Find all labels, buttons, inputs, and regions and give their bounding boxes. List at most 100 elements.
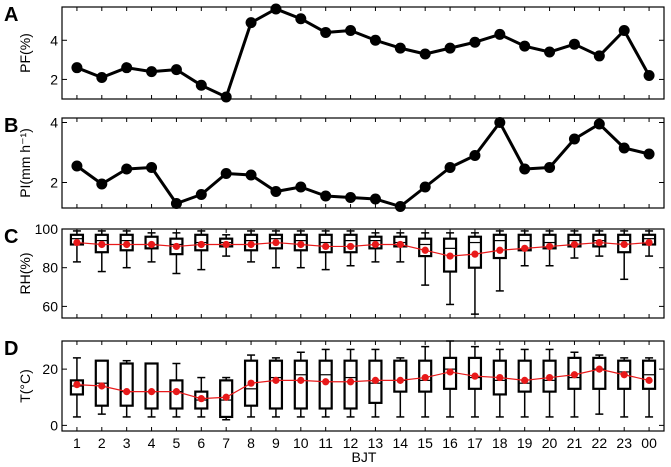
mean-point xyxy=(371,240,380,249)
y-axis-label: PI(mm h⁻¹) xyxy=(17,128,33,198)
data-point xyxy=(320,190,332,202)
data-point xyxy=(369,193,381,205)
data-point xyxy=(195,189,207,200)
data-point xyxy=(245,17,257,29)
mean-point xyxy=(172,388,181,396)
data-point xyxy=(96,178,108,190)
data-point xyxy=(295,181,307,193)
panel-B: BPI(mm h⁻¹) 2 4 xyxy=(4,115,665,212)
mean-point xyxy=(595,365,603,373)
x-axis-label: BJT xyxy=(352,449,377,465)
x-tick-label: 2 xyxy=(98,435,106,451)
mean-point xyxy=(322,378,330,386)
series-line xyxy=(76,121,650,208)
x-tick-label: 00 xyxy=(641,435,657,451)
data-point xyxy=(519,163,531,175)
mean-point xyxy=(521,244,529,252)
y-tick-label: 4 xyxy=(50,32,58,48)
mean-point xyxy=(147,240,156,249)
mean-point xyxy=(272,238,280,247)
data-point xyxy=(270,3,282,15)
mean-point xyxy=(446,252,454,260)
mean-point xyxy=(73,238,81,247)
box-11 xyxy=(318,230,333,271)
x-tick-label: 1 xyxy=(73,435,81,451)
mean-point xyxy=(272,376,280,384)
x-tick-label: 9 xyxy=(272,435,280,451)
panel-A: A PF(%) 2 4 xyxy=(4,3,665,103)
panel-C: C RH(%) 60 80 100 xyxy=(4,221,665,319)
data-point xyxy=(146,66,158,78)
mean-point xyxy=(496,246,504,254)
box-1 xyxy=(69,230,85,263)
series-line xyxy=(76,7,651,99)
data-point xyxy=(544,162,556,173)
x-tick-label: 20 xyxy=(542,435,558,451)
y-tick-label: 60 xyxy=(42,298,58,314)
data-point xyxy=(544,46,556,58)
mean-point xyxy=(172,242,181,251)
data-point xyxy=(170,64,182,76)
box-23 xyxy=(617,230,632,281)
box-16 xyxy=(442,340,458,418)
box-18 xyxy=(492,348,507,418)
mean-point xyxy=(645,376,653,384)
panel-label: D xyxy=(4,338,18,360)
box-6 xyxy=(194,376,209,418)
box-21 xyxy=(567,351,582,418)
data-point xyxy=(593,50,605,62)
data-point xyxy=(195,79,207,91)
box-6 xyxy=(194,230,209,271)
mean-point xyxy=(147,388,156,396)
data-point xyxy=(568,133,580,145)
y-axis-label: T(°C) xyxy=(17,369,33,403)
data-point xyxy=(121,62,133,74)
y-tick-label: 100 xyxy=(35,221,59,237)
mean-point xyxy=(98,382,106,390)
data-point xyxy=(71,160,83,172)
mean-point xyxy=(222,393,230,401)
x-tick-label: 15 xyxy=(417,435,433,451)
mean-point xyxy=(346,242,355,251)
mean-point xyxy=(371,376,380,384)
data-point xyxy=(170,198,182,209)
mean-point xyxy=(545,242,554,251)
data-point xyxy=(444,162,456,173)
x-tick-label: 3 xyxy=(123,435,131,451)
x-tick-label: 22 xyxy=(592,435,608,451)
x-tick-label: 7 xyxy=(222,435,230,451)
box-23 xyxy=(617,357,632,418)
mean-point xyxy=(595,238,603,247)
y-tick-label: 2 xyxy=(50,71,58,87)
data-point xyxy=(345,24,357,36)
data-point xyxy=(643,70,655,82)
x-tick-label: 10 xyxy=(293,435,309,451)
box-2 xyxy=(94,230,109,273)
data-point xyxy=(121,163,133,175)
mean-point xyxy=(297,240,305,249)
data-point xyxy=(618,24,630,36)
x-tick-label: 21 xyxy=(567,435,583,451)
data-point xyxy=(146,162,158,173)
box-5 xyxy=(169,232,184,275)
data-point xyxy=(593,118,605,130)
mean-point xyxy=(297,376,305,384)
mean-point xyxy=(346,378,355,386)
data-point xyxy=(444,42,456,54)
x-tick-label: 11 xyxy=(318,435,333,451)
data-point xyxy=(245,169,257,181)
iqr-box xyxy=(268,359,284,410)
data-point xyxy=(320,26,332,38)
y-axis-label: PF(%) xyxy=(17,33,33,73)
data-point xyxy=(568,38,580,50)
panel-label: A xyxy=(4,4,18,26)
data-point xyxy=(270,186,282,197)
iqr-box xyxy=(144,362,159,410)
box-14 xyxy=(393,357,408,418)
box-9 xyxy=(268,230,284,269)
x-tick-label: 13 xyxy=(368,435,384,451)
x-tick-label: 12 xyxy=(343,435,359,451)
